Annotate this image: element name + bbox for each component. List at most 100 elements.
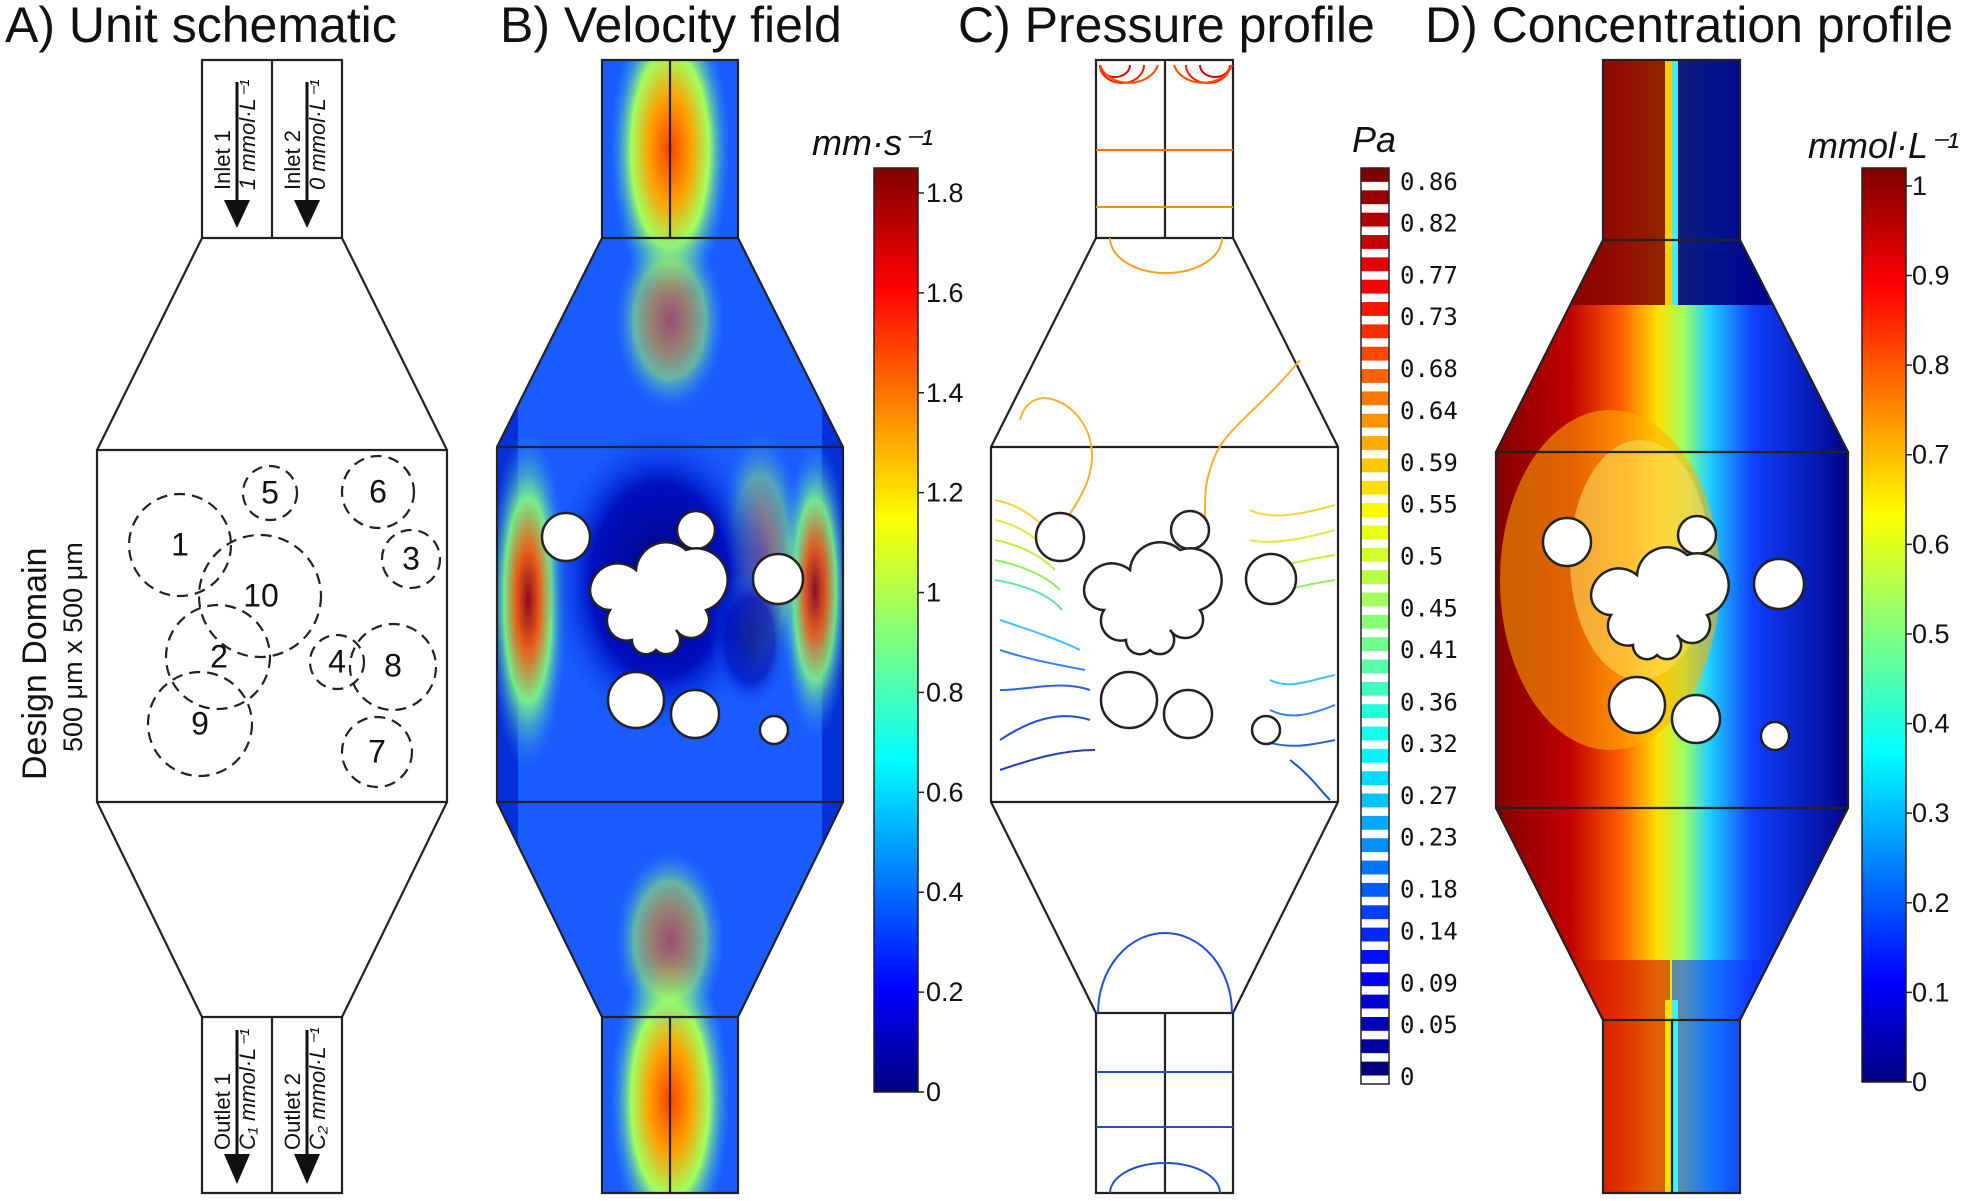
inlet-1-arrowhead <box>224 200 250 228</box>
circle-number-7: 7 <box>368 733 386 769</box>
design-domain-label: Design Domain <box>16 548 54 780</box>
velocity-tick-label: 1.2 <box>926 478 964 508</box>
concentration-tick-label: 0.3 <box>1912 798 1950 828</box>
panel-a-title: A) Unit schematic <box>5 0 397 53</box>
pressure-colorbar-frame <box>1360 167 1390 1085</box>
pressure-colorbar-band <box>1361 257 1389 272</box>
pressure-tick-label: 0.05 <box>1400 1011 1458 1039</box>
pressure-colorbar-band <box>1361 346 1389 361</box>
concentration-tick-label: 0.5 <box>1912 619 1950 649</box>
outlet-1-concentration: C₁ mmol·L⁻¹ <box>235 1029 260 1150</box>
pressure-unit: Pa <box>1352 119 1396 160</box>
velocity-obstacles <box>540 509 805 746</box>
candidate-circle-3 <box>380 528 442 590</box>
pressure-tick-label: 0.82 <box>1400 209 1458 237</box>
pressure-colorbar-band <box>1361 324 1389 339</box>
concentration-profile <box>1494 58 1850 1195</box>
panel-c-title: C) Pressure profile <box>958 0 1375 53</box>
pressure-tick-label: 0.59 <box>1400 449 1458 477</box>
circle-number-8: 8 <box>384 647 402 683</box>
candidate-circle-10 <box>197 533 323 659</box>
pressure-tick-label: 0.55 <box>1400 491 1458 519</box>
pressure-tick-label: 0 <box>1400 1063 1414 1091</box>
pressure-colorbar-band <box>1361 391 1389 406</box>
concentration-tick-label: 1 <box>1912 171 1927 201</box>
concentration-obstacles <box>1541 514 1806 752</box>
concentration-colorbar-gradient <box>1861 167 1907 1083</box>
pressure-colorbar-band <box>1361 748 1389 763</box>
inlet-2-arrowhead <box>294 200 320 228</box>
pressure-colorbar-band <box>1361 302 1389 316</box>
pressure-colorbar-band <box>1361 168 1389 182</box>
pressure-tick-label: 0.77 <box>1400 262 1458 290</box>
pressure-tick-label: 0.14 <box>1400 917 1458 945</box>
velocity-tick-label: 1 <box>926 578 941 608</box>
outlet-1-arrowhead <box>224 1154 250 1184</box>
pressure-tick-label: 0.5 <box>1400 543 1443 571</box>
pressure-tick-label: 0.18 <box>1400 876 1458 904</box>
pressure-colorbar-band <box>1361 436 1389 450</box>
velocity-colorbar-gradient <box>873 167 919 1093</box>
pressure-isobars-outlet <box>1096 932 1233 1194</box>
circle-number-1: 1 <box>171 526 189 562</box>
circle-number-3: 3 <box>402 540 420 576</box>
pressure-colorbar-band <box>1361 637 1389 652</box>
velocity-tick-label: 0 <box>926 1077 941 1107</box>
pressure-colorbar-band <box>1361 838 1389 853</box>
circle-number-9: 9 <box>191 705 209 741</box>
candidate-circle-1 <box>127 492 233 598</box>
pressure-colorbar-band <box>1361 235 1389 249</box>
pressure-colorbar-band <box>1361 704 1389 719</box>
inlet-1-concentration: 1 mmol·L⁻¹ <box>235 79 260 190</box>
pressure-colorbar-band <box>1361 659 1389 674</box>
candidate-circle-6 <box>340 454 416 530</box>
outlet-2-label: Outlet 2 <box>280 1073 305 1150</box>
candidate-circle-5 <box>241 464 299 522</box>
candidate-circle-2 <box>164 603 272 711</box>
pressure-colorbar-band <box>1361 882 1389 897</box>
concentration-tick-label: 0.9 <box>1912 261 1950 291</box>
pressure-tick-label: 0.09 <box>1400 969 1458 997</box>
pressure-tick-label: 0.27 <box>1400 782 1458 810</box>
concentration-tick-label: 0.1 <box>1912 977 1950 1007</box>
pressure-colorbar-band <box>1361 503 1389 517</box>
concentration-colorbar: mmol·L⁻¹ 1 0.9 0.8 0.7 0.6 0.5 0.4 0.3 0.2 0.1 0 <box>1808 125 1959 1097</box>
outlet-1-label: Outlet 1 <box>210 1073 235 1150</box>
panel-d-title: D) Concentration profile <box>1425 0 1953 53</box>
pressure-colorbar-band <box>1361 547 1389 562</box>
pressure-tick-label: 0.45 <box>1400 595 1458 623</box>
velocity-tick-label: 0.8 <box>926 677 964 707</box>
pressure-obstacles <box>1034 509 1298 746</box>
pressure-colorbar-band <box>1361 458 1389 473</box>
pressure-colorbar-band <box>1361 570 1389 584</box>
circle-number-5: 5 <box>261 474 279 510</box>
pressure-isobars-inlet <box>1096 64 1233 274</box>
inlet-1-label: Inlet 1 <box>210 130 235 190</box>
outlet-2-concentration: C₂ mmol·L⁻¹ <box>305 1027 330 1150</box>
pressure-profile <box>989 58 1340 1195</box>
velocity-tick-label: 0.2 <box>926 977 964 1007</box>
pressure-tick-label: 0.36 <box>1400 688 1458 716</box>
concentration-tick-label: 0.7 <box>1912 440 1950 470</box>
pressure-colorbar-band <box>1361 905 1389 920</box>
velocity-tick-label: 0.6 <box>926 777 964 807</box>
outlet-2-arrowhead <box>294 1154 320 1184</box>
pressure-colorbar-band <box>1361 972 1389 987</box>
panel-b-title: B) Velocity field <box>500 0 842 53</box>
concentration-tick-label: 0.6 <box>1912 529 1950 559</box>
pressure-colorbar-band <box>1361 525 1389 540</box>
candidate-circle-9 <box>146 670 254 778</box>
pressure-colorbar-band <box>1361 793 1389 808</box>
pressure-tick-label: 0.64 <box>1400 397 1458 425</box>
unit-schematic: Inlet 1 1 mmol·L⁻¹ Inlet 2 0 mmol·L⁻¹ Ou… <box>16 58 449 1195</box>
concentration-tick-label: 0.8 <box>1912 350 1950 380</box>
pressure-colorbar-band <box>1361 860 1389 875</box>
pressure-tick-label: 0.41 <box>1400 636 1458 664</box>
pressure-colorbar-band <box>1361 815 1389 830</box>
pressure-colorbar-band <box>1361 1061 1389 1076</box>
pressure-colorbar: Pa 0.86 0.82 0.77 0.73 0.68 0.64 0.59 0.55 0.5 0.… <box>1352 119 1458 1091</box>
candidate-circle-4 <box>308 633 366 691</box>
concentration-tick-label: 0.4 <box>1912 709 1950 739</box>
concentration-tick-label: 0.2 <box>1912 888 1950 918</box>
